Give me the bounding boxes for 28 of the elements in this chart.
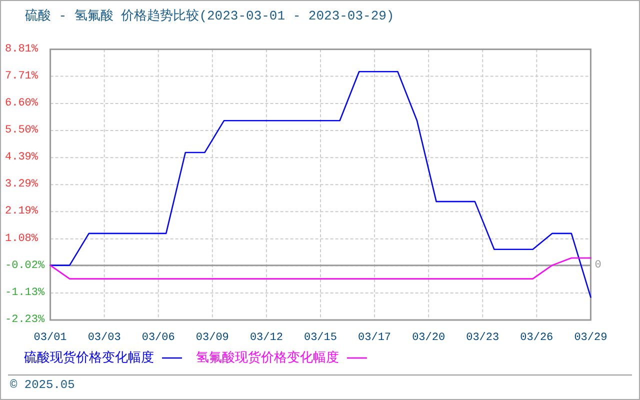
y-tick-label: 4.39% xyxy=(5,152,38,164)
y-tick-label: 7.71% xyxy=(5,70,38,82)
x-tick-label: 03/12 xyxy=(250,332,283,344)
chart-title: 硫酸 - 氢氟酸 价格趋势比较(2023-03-01 - 2023-03-29) xyxy=(25,8,394,24)
x-tick-label: 03/17 xyxy=(358,332,392,344)
x-tick-label: 03/03 xyxy=(88,332,121,344)
x-tick-label: 03/23 xyxy=(466,332,500,344)
y-tick-label: 3.29% xyxy=(5,178,38,191)
line-series xyxy=(50,70,592,298)
x-tick-label: 03/29 xyxy=(574,332,608,344)
x-tick-label: 03/15 xyxy=(304,332,338,344)
x-tick-label: 03/20 xyxy=(412,332,446,344)
y-tick-label: 5.50% xyxy=(5,124,38,136)
text: © 2025.05 xyxy=(10,378,75,392)
y-tick-label: 1.08% xyxy=(5,232,38,245)
y-tick-label: -0.02% xyxy=(5,260,46,272)
ref-line-label: 0 xyxy=(594,259,602,272)
y-tick-label: 6.60% xyxy=(5,97,38,110)
x-tick-label: 03/09 xyxy=(196,332,229,344)
x-tick-label: 03/26 xyxy=(520,332,554,344)
y-tick-label: 2.19% xyxy=(5,206,38,218)
legend-label: 氢氟酸现货价格变化幅度 xyxy=(196,350,339,366)
y-tick-label: -1.13% xyxy=(5,287,46,300)
x-tick-label: 03/01 xyxy=(34,332,68,344)
legend-label: 硫酸现货价格变化幅度 xyxy=(24,350,154,366)
y-tick-label: 8.81% xyxy=(5,43,38,56)
x-tick-label: 03/06 xyxy=(142,332,175,344)
y-tick-label: -2.23% xyxy=(5,314,46,326)
